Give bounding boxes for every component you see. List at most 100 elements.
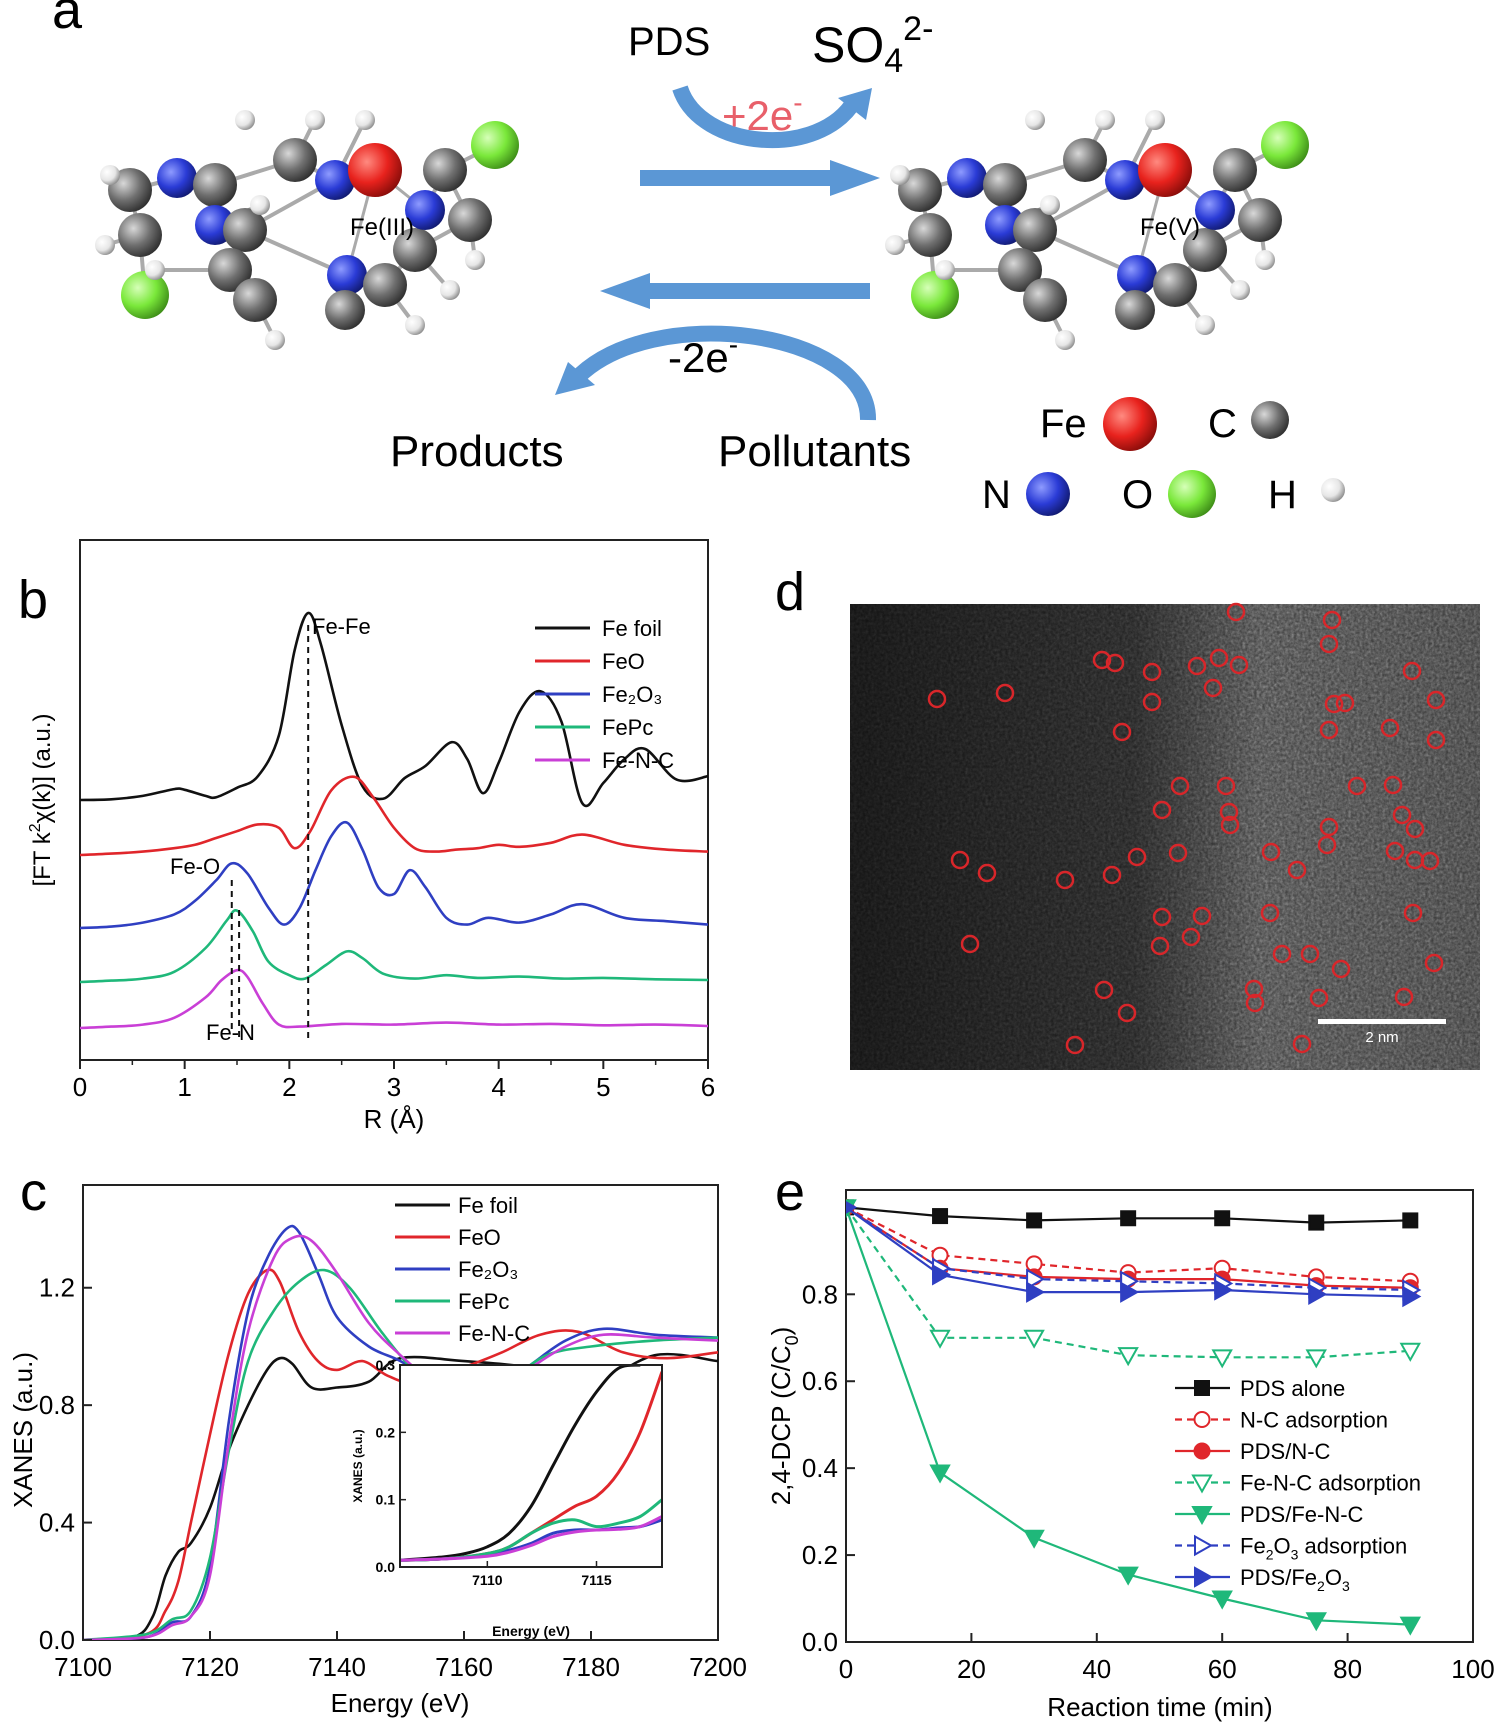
panel-e-legend-label: PDS alone [1240,1376,1345,1401]
panel-c-x-tick-label: 7120 [181,1652,239,1682]
hydrogen-atom [95,235,115,255]
panel-e-point-pds-fe2o3 [1402,1285,1422,1308]
inset-y-tick-label: 0.0 [376,1559,396,1575]
panel-e-point-pds-fe2o3 [1120,1281,1140,1303]
panel-e-y-tick-label: 0.0 [802,1627,838,1657]
panel-e-legend-marker [1194,1534,1214,1557]
panel-e-point-fe-n-c-adsorption [1117,1347,1139,1367]
panel-b-series-fepc [80,909,708,984]
nitrogen-atom [315,160,355,200]
panel-e-point-pds-alone [1308,1214,1325,1231]
hydrogen-atom [1195,315,1215,335]
carbon-atom [1238,198,1282,242]
molecule-left-fe-iii: Fe(III) [95,110,519,350]
panel-b-x-tick-label: 0 [73,1072,87,1102]
single-atom-marker [1403,903,1423,923]
panel-e-legend-marker [1194,1380,1210,1396]
panel-c-inset: 7110 7115 0.0 0.1 0.2 0.3 Energy (eV) XANES (… [351,1357,663,1639]
panel-b-annotation-fe-n: Fe-N [206,1020,255,1045]
single-atom-markers [927,602,1446,1055]
hydrogen-atom [250,195,270,215]
inset-y-tick-label: 0.3 [376,1357,396,1373]
single-atom-marker [1209,648,1229,668]
panel-c-series-fe-n-c [83,1234,718,1640]
single-atom-marker [1426,690,1446,710]
carbon-atom [193,163,237,207]
oxygen-atom [1261,121,1309,169]
reverse-arrow-shaft [650,283,870,299]
panel-b-annotation-fe-o: Fe-O [170,854,220,879]
hydrogen-atom [1055,330,1075,350]
center-oxidation-label: Fe(V) [1140,214,1200,241]
single-atom-marker [1383,775,1403,795]
inset-series-fe-foil [400,1365,641,1562]
single-atom-marker [1150,936,1170,956]
panel-e-point-pds-fe-n-c [1211,1590,1233,1610]
panel-e-point-fe-n-c-adsorption [1211,1349,1233,1369]
sulfate-label: SO42- [812,10,933,80]
carbon-atom [273,138,317,182]
carbon-atom [118,213,162,257]
panel-c-y-axis-label: XANES (a.u.) [8,1352,38,1508]
oxygen-atom [471,121,519,169]
single-atom-marker [1426,730,1446,750]
hydrogen-atom [890,165,910,185]
single-atom-marker [1309,988,1329,1008]
single-atom-marker [1065,1035,1085,1055]
panel-e-point-fe-n-c-adsorption [1399,1342,1422,1362]
panel-e-point-fe-n-c-adsorption [929,1329,951,1349]
single-atom-marker [1092,650,1112,670]
panel-e-y-tick-label: 0.6 [802,1366,838,1396]
panel-b-x-tick-label: 5 [596,1072,610,1102]
panel-b-legend-label: FeO [602,649,645,674]
panel-c-y-tick-label: 0.8 [39,1390,75,1420]
carbon-atom [1183,228,1227,272]
panel-b-x-tick-label: 4 [491,1072,505,1102]
panel-e-point-pds-fe-n-c [1117,1566,1139,1586]
panel-a-scheme: Fe(III) Fe(V) PDS SO42- +2e- -2e- Produc… [95,10,1345,518]
panel-e-legend-marker [1193,1442,1211,1460]
panel-e-point-pds-fe2o3 [1026,1281,1046,1303]
carbon-atom [998,248,1042,292]
panel-c-legend-label: Fe₂O₃ [458,1257,518,1282]
inset-x-tick-label: 7110 [472,1572,503,1588]
panel-e-legend-label: Fe2O3 adsorption [1240,1534,1407,1563]
tem-shading [850,604,1480,1070]
hydrogen-atom [1040,195,1060,215]
panel-c-legend-label: FePc [458,1289,509,1314]
panel-b-legend-label: Fe foil [602,616,662,641]
panel-b-legend-label: Fe₂O₃ [602,682,662,707]
carbon-atom [363,263,407,307]
panel-c-frame [82,1184,719,1641]
carbon-atom [1213,148,1257,192]
panel-b-series-fe-foil [80,611,708,808]
single-atom-marker [1260,903,1280,923]
legend-n-label: N [982,473,1011,517]
single-atom-marker [1331,959,1351,979]
carbon-atom [233,278,277,322]
single-atom-marker [1380,718,1400,738]
single-atom-marker [1216,776,1236,796]
center-oxidation-label: Fe(III) [350,214,414,241]
panel-e-point-fe2o3-adsorption [1026,1268,1046,1290]
panel-e-legend-label: PDS/Fe2O3 [1240,1565,1350,1594]
panel-b-legend-label: FePc [602,715,653,740]
inset-frame [399,1364,663,1568]
products-label: Products [390,427,564,476]
panel-e-point-pds-fe-n-c [1023,1529,1045,1549]
hydrogen-atom [440,280,460,300]
electron-loss-arrowhead [555,362,595,395]
panel-e-legend-label: PDS/Fe-N-C [1240,1502,1364,1527]
legend-h-sphere [1321,478,1345,502]
single-atom-marker [1319,720,1339,740]
forward-arrowhead [830,160,880,196]
panel-c-x-tick-label: 7200 [689,1652,747,1682]
panel-e-point-pds-fe2o3 [932,1264,952,1286]
single-atom-marker [1152,800,1172,820]
carbon-atom [908,213,952,257]
single-atom-marker [1405,819,1425,839]
single-atom-marker [1402,661,1422,681]
nitrogen-atom [1105,160,1145,200]
single-atom-marker [1142,662,1162,682]
